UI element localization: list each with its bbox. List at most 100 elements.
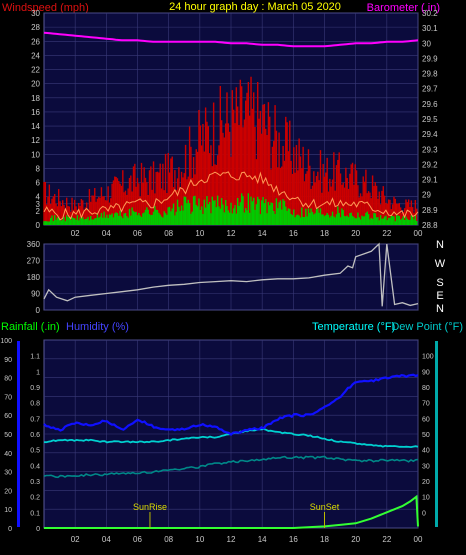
windspeed-tick-label: 22 (31, 66, 40, 75)
temperature-ticks: 0 10 20 30 40 50 60 70 80 90 100 (422, 354, 434, 518)
direction-tick-label: 360 (27, 240, 41, 249)
wind-series (43, 31, 419, 225)
wind-x-ticks: 02 04 06 08 10 12 14 16 18 20 22 00 (71, 229, 423, 238)
rain-x-tick-label: 16 (289, 535, 298, 544)
wind-average-line (43, 171, 419, 221)
windspeed-tick-label: 8 (36, 164, 41, 173)
compass-label-n: N (436, 239, 444, 251)
rainfall-tick-label: 0.7 (30, 416, 40, 423)
rainfall-tick-label: 0.6 (30, 432, 40, 439)
barometer-axis-label: Barometer (.in) (367, 2, 440, 14)
wind-grid (44, 12, 419, 226)
windspeed-tick-label: 0 (36, 221, 41, 230)
humidity-ticks: 0 10 20 30 40 50 60 70 80 90 100 (0, 338, 12, 533)
rainfall-tick-label: 0.4 (30, 463, 40, 470)
humidity-tick-label: 90 (4, 357, 12, 364)
rain-x-tick-label: 20 (351, 535, 360, 544)
rainfall-tick-label: 1.1 (30, 354, 40, 361)
wind-x-tick-label: 22 (382, 229, 391, 238)
dewpoint-line (43, 455, 419, 479)
windspeed-ticks: 0 234 6 8 10 12 14 16 18 20 22 24 26 28 30 (31, 9, 40, 230)
barometer-tick-label: 29.6 (422, 100, 438, 109)
rain-x-tick-label: 08 (164, 535, 173, 544)
rain-series (43, 373, 419, 529)
wind-x-tick-label: 00 (414, 229, 423, 238)
rainfall-tick-label: 0.8 (30, 401, 40, 408)
wind-x-tick-label: 04 (102, 229, 111, 238)
rainfall-tick-label: 0.1 (30, 510, 40, 517)
windspeed-tick-label: 30 (31, 9, 40, 18)
temperature-tick-label: 0 (422, 510, 426, 517)
humidity-tick-label: 40 (4, 451, 12, 458)
wind-x-tick-label: 10 (195, 229, 204, 238)
direction-tick-label: 90 (31, 290, 40, 299)
barometer-tick-label: 30.2 (422, 9, 438, 18)
chart-title: 24 hour graph day : March 05 2020 (169, 1, 341, 13)
windspeed-tick-label: 20 (31, 80, 40, 89)
barometer-tick-label: 30.1 (422, 24, 438, 33)
rain-x-tick-label: 18 (320, 535, 329, 544)
barometer-tick-label: 29.4 (422, 130, 438, 139)
barometer-tick-label: 29.1 (422, 176, 438, 185)
sunset-label: SunSet (310, 502, 340, 512)
wind-x-tick-label: 06 (133, 229, 142, 238)
rainfall-tick-label: 1 (36, 369, 40, 376)
windspeed-tick-label: 24 (31, 51, 40, 60)
rainfall-tick-label: 0.2 (30, 495, 40, 502)
direction-tick-label: 270 (27, 257, 41, 266)
windspeed-tick-label: 14 (31, 122, 40, 131)
wind-x-tick-label: 14 (258, 229, 267, 238)
barometer-tick-label: 30 (422, 39, 431, 48)
humidity-line (43, 373, 419, 436)
rain-x-tick-label: 10 (195, 535, 204, 544)
barometer-tick-label: 28.8 (422, 221, 438, 230)
rainfall-tick-label: 0 (36, 526, 40, 533)
temperature-axis-label: Temperature (°F) (312, 321, 395, 333)
temperature-tick-label: 10 (422, 495, 430, 502)
compass-label-e: E (436, 290, 443, 302)
barometer-tick-label: 29.5 (422, 115, 438, 124)
temperature-tick-label: 80 (422, 385, 430, 392)
barometer-tick-label: 29 (422, 191, 431, 200)
humidity-tick-label: 100 (0, 338, 12, 345)
barometer-tick-label: 29.9 (422, 54, 438, 63)
humidity-tick-label: 80 (4, 376, 12, 383)
humidity-tick-label: 10 (4, 507, 12, 514)
wind-x-tick-label: 08 (164, 229, 173, 238)
wind-x-tick-label: 12 (227, 229, 236, 238)
humidity-tick-label: 0 (8, 526, 12, 533)
compass-label-n: N (436, 303, 444, 315)
humidity-tick-label: 60 (4, 413, 12, 420)
temperature-tick-label: 70 (422, 401, 430, 408)
compass-label-s: S (436, 277, 443, 289)
temperature-tick-label: 90 (422, 369, 430, 376)
direction-ticks: 360 270 180 90 0 (27, 240, 41, 315)
barometer-tick-label: 29.8 (422, 70, 438, 79)
rain-x-tick-label: 14 (258, 535, 267, 544)
temperature-scale-bar (435, 341, 438, 527)
rain-x-tick-label: 02 (71, 535, 80, 544)
windspeed-tick-label: 18 (31, 94, 40, 103)
rainfall-axis-label: Rainfall (.in) (1, 321, 60, 333)
direction-grid (44, 243, 419, 311)
humidity-tick-label: 50 (4, 432, 12, 439)
humidity-tick-label: 30 (4, 470, 12, 477)
sun-markers: SunRise SunSet (133, 502, 340, 528)
rain-x-ticks: 02 04 06 08 10 12 14 16 18 20 22 00 (71, 535, 423, 544)
wind-x-tick-label: 20 (351, 229, 360, 238)
rain-x-tick-label: 00 (414, 535, 423, 544)
windspeed-tick-label: 12 (31, 136, 40, 145)
rain-x-tick-label: 06 (133, 535, 142, 544)
wind-x-tick-label: 16 (289, 229, 298, 238)
barometer-tick-label: 28.9 (422, 206, 438, 215)
temperature-tick-label: 30 (422, 463, 430, 470)
sunrise-label: SunRise (133, 502, 167, 512)
rainfall-tick-label: 0.5 (30, 448, 40, 455)
windspeed-tick-label: 6 (36, 179, 41, 188)
barometer-ticks: 28.8 28.9 29 29.1 29.2 29.3 29.4 29.5 29.6 29.7 29… (422, 9, 438, 230)
rainfall-tick-label: 0.3 (30, 479, 40, 486)
windspeed-tick-label: 2 (36, 207, 41, 216)
rainfall-line (44, 494, 419, 529)
